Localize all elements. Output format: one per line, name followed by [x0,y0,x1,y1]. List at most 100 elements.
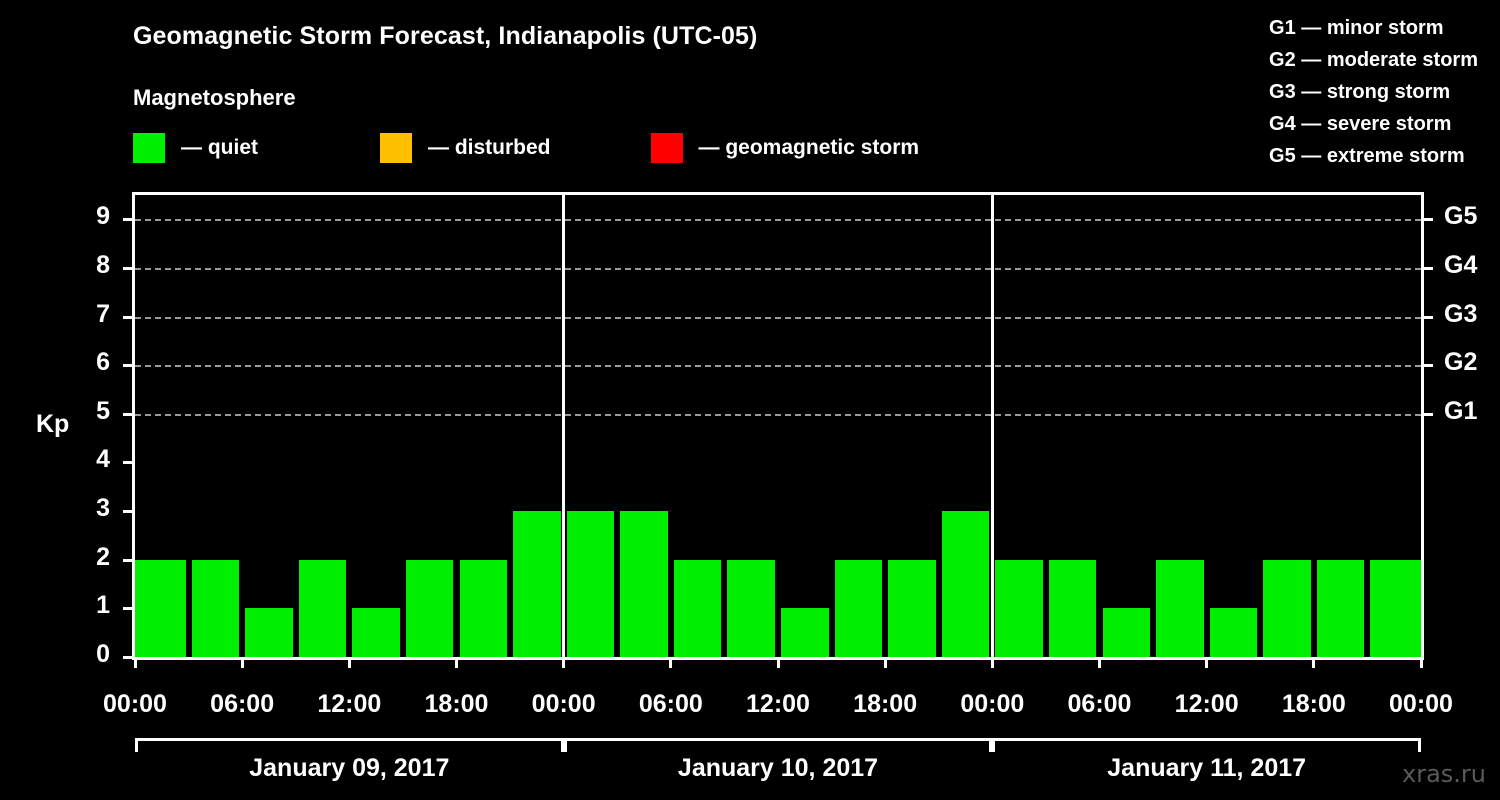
red-square-icon [650,133,683,163]
y-axis-label-2: 2 [96,542,110,571]
day-label-3: January 11, 2017 [1107,754,1307,782]
bar [834,559,883,657]
day-bracket-2 [563,738,993,752]
bar [781,608,829,657]
gridlines [135,195,1421,657]
x-tick-1 [240,657,244,668]
y-axis-label-6: 6 [96,348,110,377]
g-legend-item-g2: G2 — moderate storm [1269,49,1478,71]
y-axis-label-5: 5 [96,396,110,425]
watermark: xras.ru [1402,760,1486,788]
bar [1263,559,1311,657]
green-square-icon [133,133,165,163]
y-axis-label-3: 3 [96,494,110,523]
y-tick-0 [123,656,135,659]
x-tick-6 [776,657,780,668]
g-axis-label-G2: G2 [1444,348,1478,377]
y-axis-title: Kp [36,410,70,438]
x-axis-label-5: 06:00 [638,690,703,718]
x-tick-0 [133,657,137,668]
g-legend-item-g4: G4 — severe storm [1269,113,1452,135]
bar [135,559,186,657]
x-tick-5 [669,657,673,668]
legend-item-disturbed: — disturbed [380,133,551,163]
y-tick-3 [123,510,135,514]
bar [245,608,293,657]
g-scale-legend: G1 — minor storm G2 — moderate storm G3 … [1269,12,1478,172]
day-label-1: January 09, 2017 [249,754,450,782]
bar [513,511,561,657]
legend-label-disturbed: — disturbed [428,136,551,159]
x-tick-2 [347,657,351,668]
g-axis-label-G1: G1 [1444,396,1478,425]
bar [1048,559,1097,657]
g-tick-G4 [1421,266,1433,270]
bar [352,608,400,657]
x-tick-11 [1312,657,1316,668]
legend-label-storm: — geomagnetic storm [698,136,920,159]
x-tick-8 [990,657,994,668]
x-axis-label-0: 00:00 [103,690,167,718]
x-tick-7 [883,657,887,668]
day-separator-2 [990,195,994,657]
x-axis-label-12: 00:00 [1389,690,1453,718]
x-tick-12 [1419,657,1423,668]
bar [941,511,990,657]
legend-item-quiet: — quiet [133,133,258,163]
y-axis-label-4: 4 [96,445,110,474]
bar [459,559,508,657]
bar [298,559,347,657]
x-axis-label-3: 18:00 [424,690,489,718]
plot-area [132,192,1424,660]
bar [1156,559,1204,657]
bar [566,511,615,657]
magnetosphere-legend: — quiet — disturbed — geomagnetic storm [133,133,919,163]
gridline-kp-9 [135,219,1421,222]
y-tick-4 [123,461,135,465]
x-axis-label-1: 06:00 [210,690,275,718]
y-axis-label-8: 8 [96,250,110,279]
bar [673,559,722,657]
g-tick-G2 [1421,364,1433,368]
gridline-kp-8 [135,267,1421,270]
x-axis-label-4: 00:00 [531,690,596,718]
page-title: Geomagnetic Storm Forecast, Indianapolis… [133,22,758,50]
day-bracket-3 [992,738,1421,752]
g-tick-G3 [1421,315,1433,319]
y-axis-label-9: 9 [96,202,110,231]
gridline-kp-5 [135,413,1421,416]
x-axis-label-2: 12:00 [317,690,382,718]
y-tick-2 [123,558,135,562]
g-tick-G5 [1421,218,1433,222]
day-bracket-1 [135,738,564,752]
gridline-kp-6 [135,365,1421,368]
bar [191,559,240,657]
y-tick-1 [123,607,135,611]
x-axis-label-11: 18:00 [1281,690,1346,718]
g-axis-label-G3: G3 [1444,299,1478,328]
x-axis-label-9: 06:00 [1067,690,1132,718]
bar [995,559,1043,657]
bar [405,559,454,657]
x-tick-3 [455,657,458,668]
orange-square-icon [380,133,412,163]
y-tick-5 [123,412,135,416]
y-tick-7 [123,315,135,319]
x-axis-label-6: 12:00 [746,690,810,718]
bar [1316,559,1365,657]
bar [1370,559,1421,657]
bar [1102,608,1151,657]
day-label-2: January 10, 2017 [677,754,879,782]
x-tick-4 [562,657,566,668]
bar [1209,608,1258,657]
g-axis-label-G5: G5 [1444,202,1478,231]
bar [888,559,936,657]
x-axis-label-10: 12:00 [1174,690,1239,718]
x-tick-9 [1098,657,1101,668]
bar [727,559,775,657]
x-tick-10 [1205,657,1209,668]
y-axis-label-0: 0 [96,640,110,668]
legend-label-quiet: — quiet [181,136,258,159]
g-axis-label-G4: G4 [1444,250,1478,279]
